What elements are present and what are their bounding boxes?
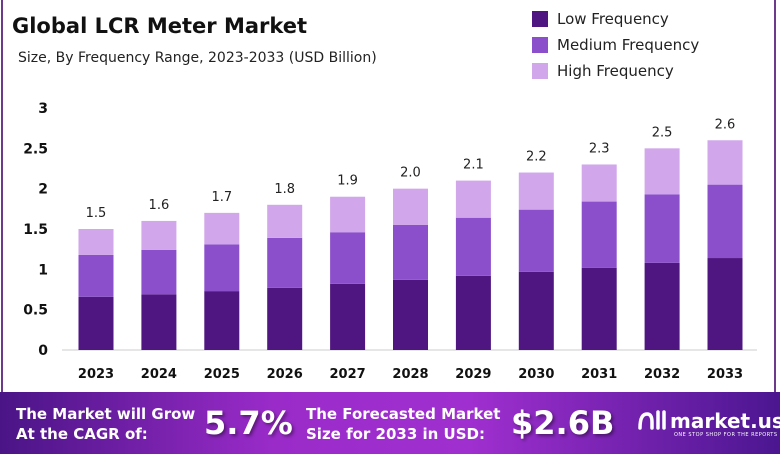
bar-segment [204,291,240,350]
chart-subtitle: Size, By Frequency Range, 2023-2033 (USD… [18,50,377,66]
bar-segment [267,287,303,350]
bar-segment [141,220,177,250]
y-tick-label: 0.5 [23,303,48,319]
forecast-label: The Forecasted Market Size for 2033 in US… [306,405,501,443]
total-label: 2.2 [526,150,547,165]
bar-segment [78,254,114,297]
bar-segment [78,229,114,255]
logo-tagline: ONE STOP SHOP FOR THE REPORTS [674,432,778,438]
y-tick-label: 2.5 [23,141,48,157]
bar-segment [518,271,554,350]
y-tick-label: 0 [38,343,48,359]
x-tick-label: 2032 [644,367,680,382]
bar-segment [141,249,177,295]
x-tick-label: 2028 [392,367,428,382]
total-label: 2.1 [463,158,484,173]
cagr-label: The Market will Grow At the CAGR of: [16,405,196,443]
x-tick-label: 2029 [455,367,491,382]
summary-banner: The Market will Grow At the CAGR of: 5.7%… [0,392,780,454]
chart-title: Global LCR Meter Market [12,14,308,38]
total-label: 2.3 [589,141,610,156]
x-tick-label: 2027 [330,367,366,382]
bar-segment [581,201,617,268]
legend-item-high: High Frequency [532,58,699,84]
bar-segment [707,258,743,350]
total-label: 1.8 [274,182,295,197]
legend-swatch [532,37,548,53]
bar-segment [204,244,240,292]
chart-frame [1,0,776,392]
bar-segment [393,188,428,225]
bar-segment [707,184,743,259]
forecast-value: $2.6B [511,404,615,442]
y-tick-label: 1.5 [23,222,48,238]
legend: Low Frequency Medium Frequency High Freq… [532,6,699,84]
legend-label: Medium Frequency [557,36,700,54]
legend-item-medium: Medium Frequency [532,32,699,58]
x-tick-label: 2024 [141,367,177,382]
legend-swatch [532,11,548,27]
bar-segment [707,140,743,185]
logo-name: market.us [670,409,780,433]
total-label: 1.7 [211,190,232,205]
market-us-logo: market.us ONE STOP SHOP FOR THE REPORTS [636,406,780,438]
logo-icon [638,410,666,430]
bar-segment [330,196,366,233]
bar-segment [455,180,491,218]
y-tick-label: 2 [38,182,48,198]
x-tick-label: 2033 [707,367,743,382]
legend-item-low: Low Frequency [532,6,699,32]
x-tick-label: 2026 [267,367,303,382]
x-tick-label: 2030 [518,367,554,382]
chart-plot: 0 0.5 1 1.5 2 2.5 3 1.5 2023 1.6 2024 1.7 2025 1.8 202… [23,101,757,382]
x-tick-label: 2031 [581,367,617,382]
total-label: 1.9 [337,174,358,189]
bar-segment [330,232,366,284]
bar-segment [644,194,680,263]
bar-segment [455,217,491,276]
total-label: 2.6 [715,117,736,132]
legend-swatch [532,63,548,79]
bar-segment [267,237,303,288]
bar-segment [455,275,491,350]
bar-segment [518,172,554,210]
bar-segment [518,209,554,272]
bar-segment [330,283,366,350]
bar-segment [204,212,240,245]
x-tick-label: 2025 [204,367,240,382]
cagr-value: 5.7% [204,404,293,442]
legend-label: High Frequency [557,62,674,80]
total-label: 1.6 [149,198,170,213]
bar-segment [581,267,617,350]
total-label: 1.5 [86,206,107,221]
bar-segment [581,164,617,202]
bar-segment [78,296,114,350]
y-tick-label: 3 [38,101,48,117]
legend-label: Low Frequency [557,10,669,28]
bar-segment [644,148,680,195]
y-tick-label: 1 [38,262,48,278]
total-label: 2.0 [400,166,421,181]
total-label: 2.5 [652,125,673,140]
bar-segment [393,279,428,350]
bar-segment [267,204,303,238]
bar-segment [644,262,680,350]
bar-segment [141,294,177,350]
bar-segment [393,224,428,280]
x-tick-label: 2023 [78,367,114,382]
